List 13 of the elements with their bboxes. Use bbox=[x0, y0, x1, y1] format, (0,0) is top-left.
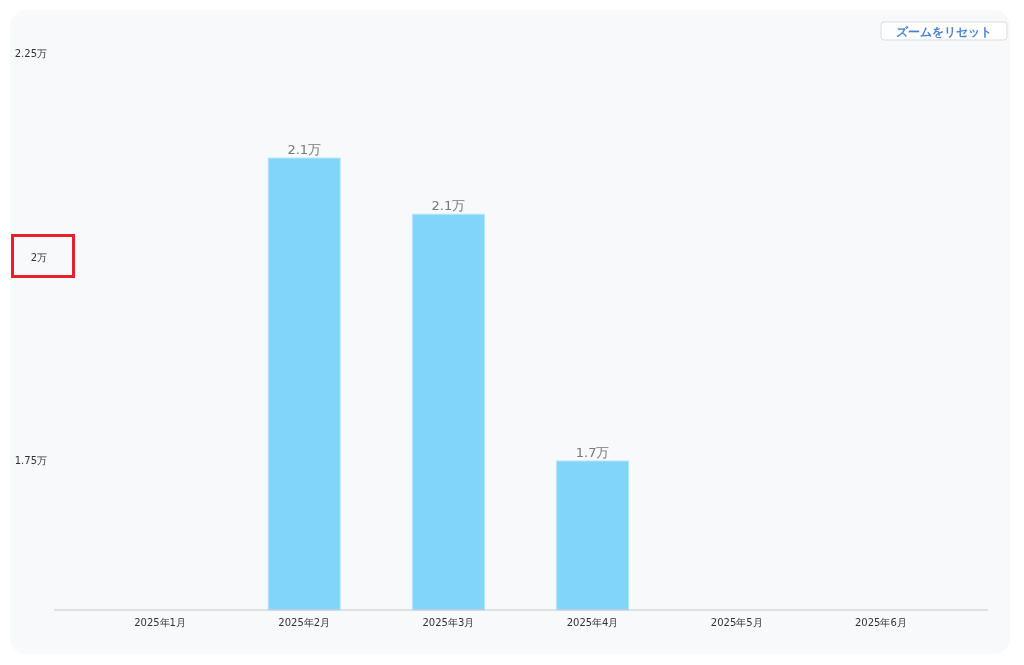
data-label: 1.7万 bbox=[575, 444, 610, 460]
x-tick-label: 2025年6月 bbox=[855, 617, 907, 628]
x-tick-label: 2025年2月 bbox=[278, 617, 331, 628]
x-tick-label: 2025年1月 bbox=[134, 617, 186, 628]
data-label: 2.1万 bbox=[431, 198, 466, 214]
x-tick-label: 2025年3月 bbox=[422, 617, 475, 628]
y-tick-label: 2.25万 bbox=[14, 48, 47, 59]
x-tick-label: 2025年4月 bbox=[566, 617, 619, 628]
reset-button: ズームをリセット bbox=[880, 21, 1008, 41]
data-label: 2.1万 bbox=[287, 142, 322, 158]
y-tick-label: 2万 bbox=[30, 251, 47, 263]
x-tick-label: 2025年5月 bbox=[710, 617, 763, 628]
y-tick-label: 1.75万 bbox=[14, 455, 47, 467]
